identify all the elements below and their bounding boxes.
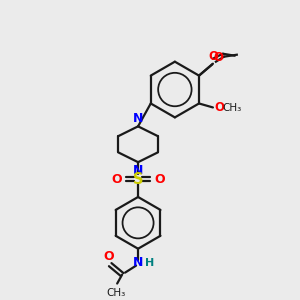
Text: H: H — [145, 258, 154, 268]
Text: N: N — [133, 112, 143, 125]
Text: O: O — [112, 172, 122, 186]
Text: O: O — [103, 250, 113, 263]
Text: O: O — [214, 101, 224, 114]
Text: O: O — [208, 50, 218, 63]
Text: S: S — [133, 172, 143, 187]
Text: N: N — [133, 164, 143, 177]
Text: N: N — [133, 256, 143, 269]
Text: CH₃: CH₃ — [222, 103, 241, 113]
Text: CH₃: CH₃ — [106, 287, 126, 298]
Text: O: O — [213, 51, 223, 64]
Text: O: O — [154, 172, 165, 186]
